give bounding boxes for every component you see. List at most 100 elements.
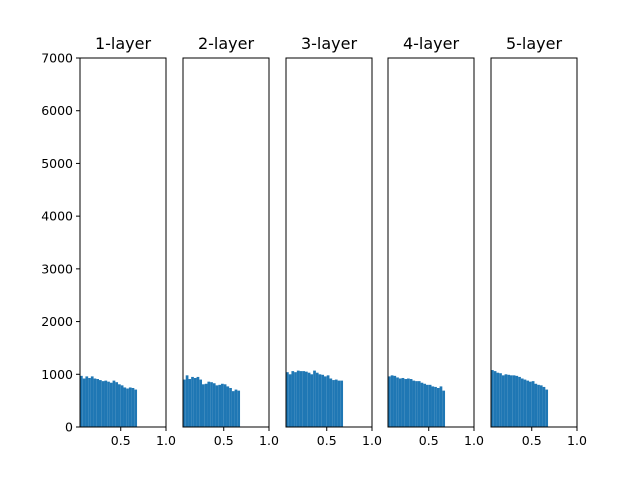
histogram-bar [499,373,502,427]
histogram-bar [537,384,540,427]
histogram-bar [109,382,113,427]
histogram-bar [515,375,519,427]
histogram-bar [310,374,314,427]
histogram-bar [420,382,424,427]
histogram-bar [207,381,211,427]
histogram-bar [126,388,129,427]
histogram-bar [423,383,427,427]
histogram-bar [417,381,421,427]
histogram-bar [221,383,224,427]
histogram-bar [120,385,124,427]
x-tick-label: 0.5 [522,433,542,448]
histogram-bar [104,380,108,427]
panel-title: 5-layer [506,34,563,53]
histogram-bar [215,385,219,427]
histogram-bar [493,371,497,427]
histogram-bar [428,384,432,427]
histogram-bar [313,370,316,427]
x-tick-label: 1.0 [567,433,587,448]
histogram-bar [415,381,418,427]
histogram-bar [93,378,97,427]
y-tick-label: 4000 [41,209,73,224]
x-tick-label: 0.5 [214,433,234,448]
histogram-bar [90,376,94,427]
histogram-bar [128,387,132,427]
histogram-bar [501,375,505,427]
histogram-bar [523,379,527,427]
histogram-bar [193,377,197,427]
histogram-bar [512,375,516,427]
histogram-bar [326,375,330,427]
histogram-bar [398,378,402,427]
histogram-bar [229,387,232,427]
panel-title: 3-layer [301,34,358,53]
histogram-bar [393,375,397,427]
histogram-bar [226,386,230,427]
histogram-bar [296,370,300,427]
y-tick-label: 5000 [41,156,73,171]
x-tick-label: 1.0 [464,433,484,448]
histogram-bar [332,380,335,427]
histogram-bar [99,380,102,427]
histogram-bar [539,385,543,427]
histogram-bar [526,380,530,427]
histogram-bar [436,387,440,427]
histogram-bar [318,374,322,427]
y-tick-label: 6000 [41,103,73,118]
histogram-bar [439,386,443,427]
histogram-bar [199,379,203,427]
histogram-bar [82,378,86,427]
y-tick-label: 7000 [41,51,73,66]
panel-title: 4-layer [403,34,460,53]
panel-title: 2-layer [198,34,255,53]
histogram-bar [520,378,524,427]
y-tick-label: 3000 [41,261,73,276]
panel-frame [182,57,270,428]
histogram-bar [107,381,110,427]
histogram-bar [204,383,208,427]
histogram-bar [534,383,538,427]
histogram-bar [112,380,116,427]
histogram-bar [131,387,135,427]
x-tick-label: 0.5 [419,433,439,448]
histogram-bar [305,371,308,427]
histogram-bar [510,375,513,427]
x-tick-label: 0.5 [317,433,337,448]
histogram-bar [134,389,138,427]
histogram-bar [302,371,306,427]
histogram-bar [115,382,119,427]
histogram-bar [396,377,399,427]
x-tick-label: 1.0 [362,433,382,448]
histogram-bar [299,371,303,427]
histogram-bar [531,381,535,427]
histogram-bar [491,370,494,427]
panel-frame [490,57,578,428]
histogram-bar [294,372,297,427]
histogram-bar [123,387,127,427]
histogram-bar [196,376,200,427]
histogram-bar [518,376,521,427]
histogram-bar [118,384,121,427]
x-tick-label: 1.0 [259,433,279,448]
histogram-bar [545,389,549,427]
histogram-bar [183,379,186,427]
histogram-bar [101,381,105,427]
histogram-bar [231,391,235,427]
histogram-bar [337,380,341,427]
histogram-bar [80,375,83,427]
histogram-bar [409,379,413,427]
histogram-bar [218,384,222,427]
panel-frame [285,57,373,428]
histogram-bar [340,380,344,427]
histogram-bar [407,378,410,427]
histogram-bar [288,374,292,427]
histogram-bar [202,384,205,427]
histogram-bar [96,379,100,427]
x-tick-label: 1.0 [156,433,176,448]
histogram-bar [88,377,91,427]
histogram-bar [315,372,319,427]
histogram-bar [329,378,333,427]
histogram-bar [412,380,416,427]
histogram-bar [434,386,437,427]
